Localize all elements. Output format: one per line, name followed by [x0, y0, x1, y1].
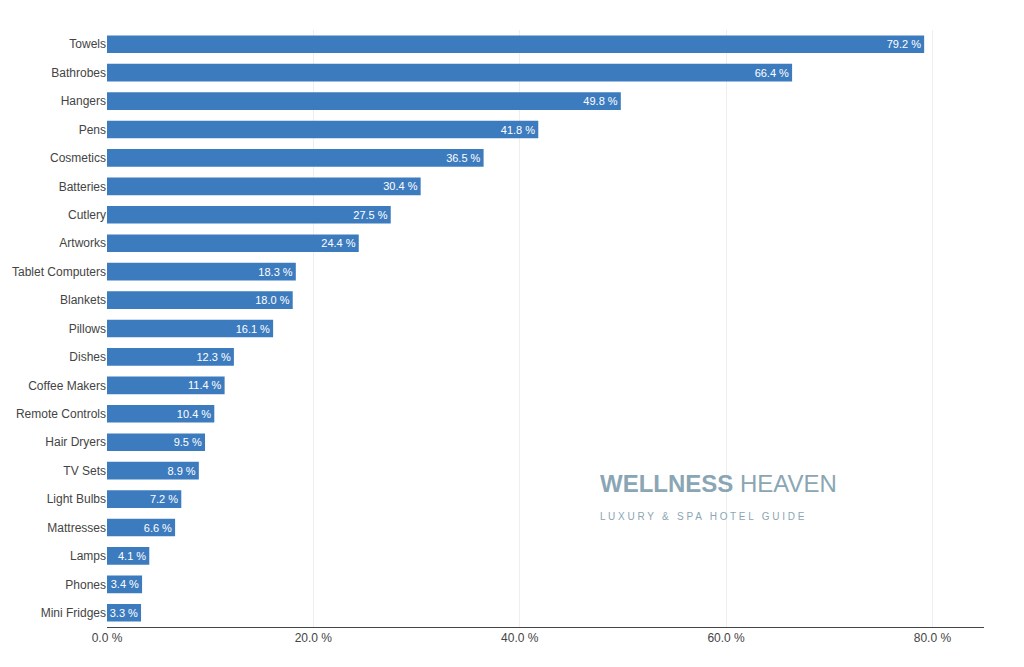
svg-text:79.2 %: 79.2 %: [887, 38, 921, 50]
svg-text:Coffee Makers: Coffee Makers: [28, 379, 106, 393]
svg-text:8.9 %: 8.9 %: [167, 465, 195, 477]
svg-text:WELLNESS HEAVEN: WELLNESS HEAVEN: [600, 470, 837, 497]
svg-text:0.0 %: 0.0 %: [92, 631, 123, 645]
svg-text:10.4 %: 10.4 %: [177, 408, 211, 420]
svg-text:18.3 %: 18.3 %: [258, 266, 292, 278]
svg-text:Batteries: Batteries: [59, 180, 106, 194]
svg-text:6.6 %: 6.6 %: [144, 522, 172, 534]
svg-text:Mini Fridges: Mini Fridges: [41, 606, 106, 620]
svg-text:L U X U R Y & S P A H O: L U X U R Y & S P A H O T E L G U I D E: [600, 511, 805, 522]
svg-text:Phones: Phones: [65, 578, 106, 592]
svg-text:11.4 %: 11.4 %: [188, 379, 222, 391]
svg-text:20.0 %: 20.0 %: [295, 631, 333, 645]
svg-text:60.0 %: 60.0 %: [707, 631, 745, 645]
svg-text:16.1 %: 16.1 %: [236, 323, 270, 335]
svg-text:Mattresses: Mattresses: [47, 521, 106, 535]
svg-text:7.2 %: 7.2 %: [150, 493, 178, 505]
svg-text:9.5 %: 9.5 %: [174, 436, 202, 448]
svg-text:Cutlery: Cutlery: [68, 208, 106, 222]
svg-text:Lamps: Lamps: [70, 549, 106, 563]
svg-text:Pens: Pens: [79, 123, 106, 137]
svg-text:12.3 %: 12.3 %: [196, 351, 230, 363]
svg-text:49.8 %: 49.8 %: [583, 95, 617, 107]
svg-text:Hair Dryers: Hair Dryers: [45, 435, 106, 449]
svg-text:TV Sets: TV Sets: [63, 464, 106, 478]
svg-text:Hangers: Hangers: [61, 94, 106, 108]
svg-text:40.0 %: 40.0 %: [501, 631, 539, 645]
svg-text:4.1 %: 4.1 %: [118, 550, 146, 562]
svg-text:Dishes: Dishes: [69, 350, 106, 364]
svg-text:27.5 %: 27.5 %: [353, 209, 387, 221]
svg-text:Tablet Computers: Tablet Computers: [12, 265, 106, 279]
svg-text:30.4 %: 30.4 %: [383, 180, 417, 192]
svg-text:36.5 %: 36.5 %: [446, 152, 480, 164]
svg-text:66.4 %: 66.4 %: [755, 67, 789, 79]
svg-text:Artworks: Artworks: [59, 236, 106, 250]
svg-text:Cosmetics: Cosmetics: [50, 151, 106, 165]
svg-text:80.0 %: 80.0 %: [914, 631, 952, 645]
svg-text:3.3 %: 3.3 %: [110, 607, 138, 619]
svg-text:41.8 %: 41.8 %: [501, 124, 535, 136]
svg-text:Blankets: Blankets: [60, 293, 106, 307]
svg-text:Remote Controls: Remote Controls: [16, 407, 106, 421]
svg-text:Light Bulbs: Light Bulbs: [47, 492, 106, 506]
svg-text:3.4 %: 3.4 %: [111, 578, 139, 590]
svg-text:Towels: Towels: [69, 37, 106, 51]
svg-text:18.0 %: 18.0 %: [255, 294, 289, 306]
svg-text:Pillows: Pillows: [69, 322, 106, 336]
svg-text:24.4 %: 24.4 %: [321, 237, 355, 249]
svg-text:Bathrobes: Bathrobes: [51, 66, 106, 80]
